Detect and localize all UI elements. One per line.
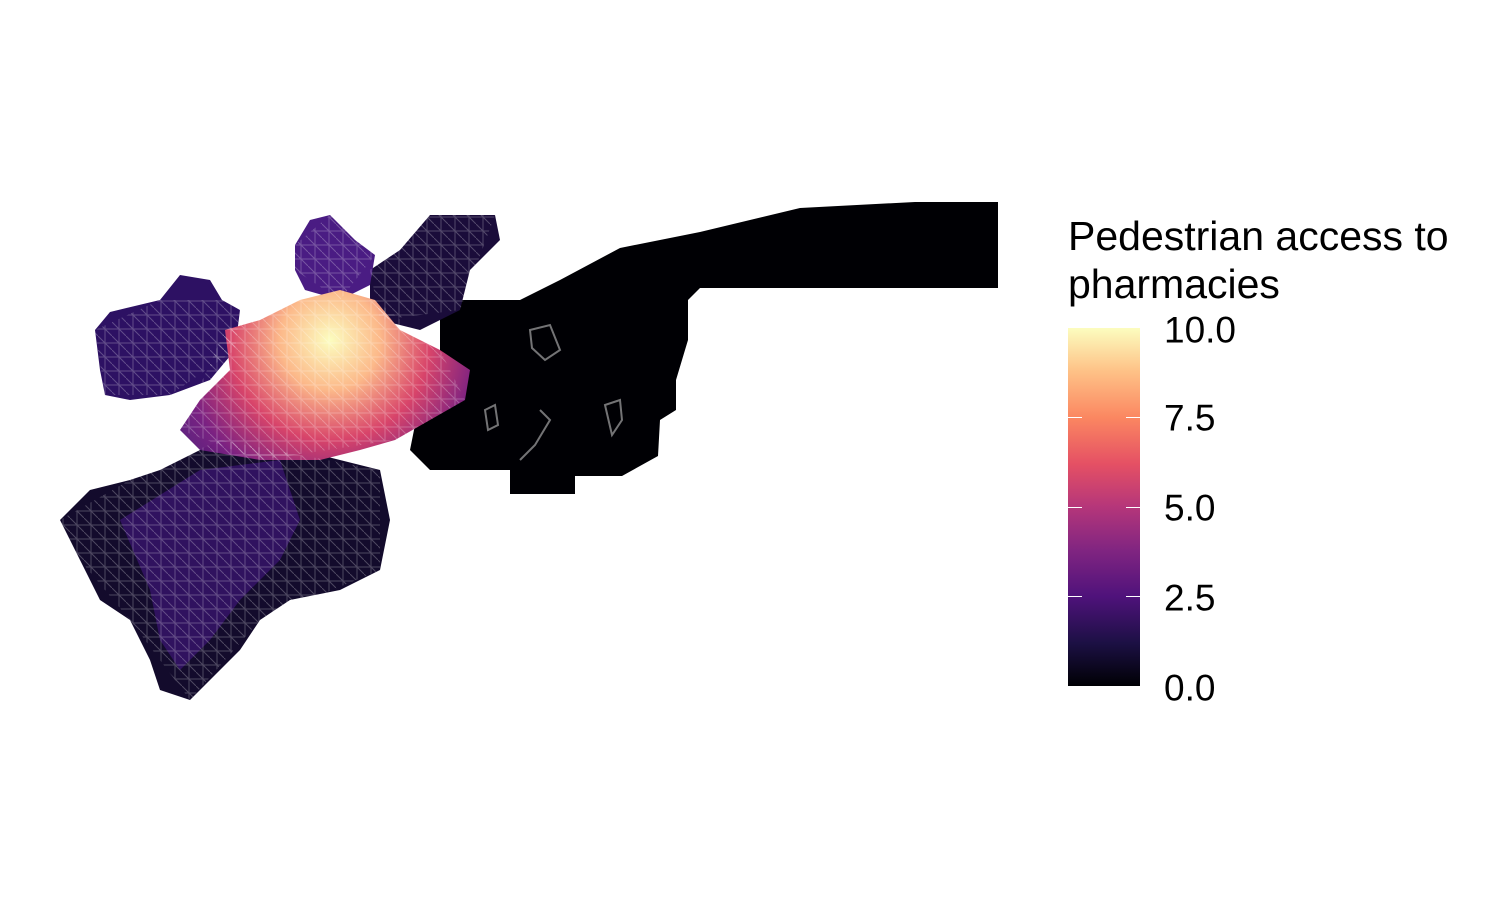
tick-label-7-5: 7.5 (1164, 397, 1216, 439)
harbor-region (410, 202, 998, 494)
tick-mark (1126, 596, 1140, 597)
tick-label-0: 0.0 (1164, 667, 1216, 709)
legend: Pedestrian access to pharmacies 10.0 7.5… (1068, 212, 1500, 712)
legend-title-line-1: Pedestrian access to (1068, 213, 1449, 259)
tick-mark (1126, 507, 1140, 508)
tick-mark (1068, 507, 1082, 508)
tick-label-5: 5.0 (1164, 487, 1216, 529)
colorbar (1068, 328, 1140, 686)
access-map (60, 202, 998, 700)
legend-title: Pedestrian access to pharmacies (1068, 212, 1449, 308)
tick-label-2-5: 2.5 (1164, 577, 1216, 619)
tick-label-10: 10.0 (1164, 309, 1237, 351)
legend-title-line-2: pharmacies (1068, 261, 1280, 307)
island-outlines (483, 323, 624, 461)
street-network (60, 215, 495, 700)
tick-mark (1068, 596, 1082, 597)
tick-mark (1126, 417, 1140, 418)
tick-mark (1068, 417, 1082, 418)
